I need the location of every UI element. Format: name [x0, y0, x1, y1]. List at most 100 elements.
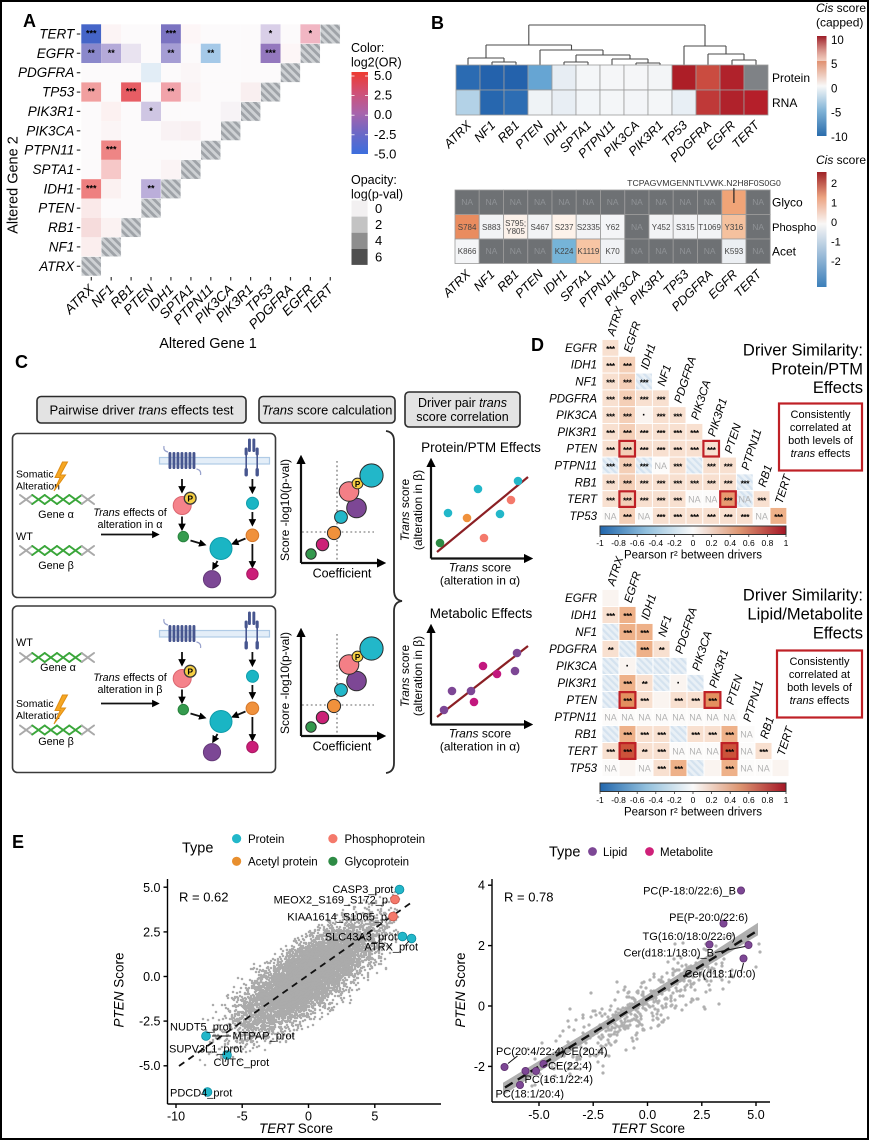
svg-text:***: *** [759, 747, 769, 757]
svg-text:***: *** [606, 378, 616, 388]
svg-text:PIK3R1: PIK3R1 [28, 104, 75, 119]
svg-text:***: *** [640, 395, 650, 405]
svg-text:6: 6 [375, 249, 382, 264]
svg-text:Trans score: Trans score [398, 644, 412, 707]
svg-text:***: *** [673, 428, 683, 438]
svg-text:10: 10 [831, 35, 844, 47]
svg-text:NA: NA [485, 246, 497, 256]
svg-text:Y805: Y805 [506, 227, 525, 236]
svg-text:TERT: TERT [774, 472, 795, 505]
svg-text:NA: NA [582, 197, 594, 207]
svg-text:Trans score: Trans score [449, 561, 512, 575]
svg-text:NA: NA [655, 461, 668, 471]
svg-text:Phospho: Phospho [772, 222, 816, 234]
svg-text:Y62: Y62 [605, 223, 620, 232]
svg-text:Effects: Effects [813, 625, 863, 643]
svg-text:Cis score: Cis score [816, 153, 866, 167]
svg-text:***: *** [623, 628, 633, 638]
svg-text:***: *** [623, 378, 633, 388]
svg-text:NA: NA [706, 713, 719, 723]
svg-text:-2.5: -2.5 [374, 127, 396, 142]
svg-text:***: *** [606, 747, 616, 757]
svg-text:D: D [531, 335, 544, 355]
svg-text:***: *** [657, 764, 667, 774]
svg-text:TERT: TERT [731, 266, 765, 300]
svg-text:RB1: RB1 [759, 715, 777, 740]
svg-text:NA: NA [752, 222, 764, 232]
svg-text:Pearson r² between drivers: Pearson r² between drivers [624, 550, 762, 562]
svg-text:**: ** [147, 183, 155, 193]
svg-text:NA: NA [638, 764, 651, 774]
svg-text:S883: S883 [482, 223, 501, 232]
svg-text:S237: S237 [555, 223, 574, 232]
svg-text:**: ** [167, 87, 175, 97]
svg-text:score correlation: score correlation [416, 410, 508, 424]
svg-text:S784: S784 [458, 223, 477, 232]
svg-text:NA: NA [607, 197, 619, 207]
svg-text:Driver Similarity:: Driver Similarity: [743, 587, 863, 605]
svg-text:***: *** [741, 512, 751, 522]
svg-text:NA: NA [740, 747, 753, 757]
svg-text:Protein/PTM: Protein/PTM [771, 361, 863, 379]
svg-text:K866: K866 [458, 247, 477, 256]
svg-text:-0.2: -0.2 [667, 795, 682, 805]
svg-text:***: *** [640, 378, 650, 388]
svg-text:Pearson r² between drivers: Pearson r² between drivers [624, 807, 762, 819]
svg-text:***: *** [690, 512, 700, 522]
svg-text:0: 0 [691, 538, 696, 548]
svg-text:***: *** [774, 512, 784, 522]
svg-text:***: *** [673, 462, 683, 472]
svg-text:***: *** [673, 445, 683, 455]
svg-text:P: P [355, 480, 361, 489]
svg-text:**: ** [88, 87, 96, 97]
svg-text:1: 1 [784, 795, 789, 805]
svg-text:***: *** [640, 462, 650, 472]
svg-text:***: *** [265, 48, 276, 58]
svg-text:Glycoprotein: Glycoprotein [345, 857, 410, 869]
svg-text:NA: NA [689, 747, 702, 757]
svg-text:NF1: NF1 [471, 267, 498, 294]
svg-text:TERT Score: TERT Score [259, 1121, 333, 1136]
svg-text:ATRX: ATRX [605, 304, 626, 338]
svg-text:PTPN11: PTPN11 [742, 679, 767, 723]
svg-text:Trans effects of: Trans effects of [93, 507, 167, 519]
svg-text:1: 1 [784, 538, 789, 548]
svg-text:NA: NA [740, 764, 753, 774]
svg-text:Consistently: Consistently [790, 656, 850, 668]
svg-text:0: 0 [831, 83, 837, 95]
svg-text:PDGFRA: PDGFRA [673, 355, 699, 405]
svg-text:log(p-val): log(p-val) [351, 188, 403, 202]
svg-text:IDH1: IDH1 [639, 342, 659, 371]
svg-text:-0.8: -0.8 [611, 795, 626, 805]
svg-text:5.0: 5.0 [374, 68, 392, 83]
svg-text:***: *** [623, 411, 633, 421]
svg-text:*: * [269, 29, 273, 39]
svg-text:NA: NA [755, 511, 768, 521]
svg-text:NF1: NF1 [657, 614, 675, 638]
svg-text:NA: NA [723, 713, 736, 723]
svg-text:***: *** [623, 462, 633, 472]
svg-text:PTEN: PTEN [38, 201, 74, 216]
svg-text:***: *** [708, 730, 718, 740]
svg-text:RB1: RB1 [757, 464, 775, 489]
svg-text:NA: NA [631, 222, 643, 232]
svg-text:2: 2 [375, 217, 382, 232]
svg-text:IDH1: IDH1 [571, 610, 597, 622]
svg-text:***: *** [606, 479, 616, 489]
svg-text:***: *** [640, 479, 650, 489]
svg-text:0: 0 [831, 217, 837, 229]
svg-text:NA: NA [740, 730, 753, 740]
svg-text:TERT: TERT [729, 117, 763, 151]
svg-text:NA: NA [510, 197, 522, 207]
svg-text:IDH1: IDH1 [44, 181, 75, 196]
svg-text:5: 5 [831, 59, 837, 71]
svg-text:***: *** [166, 29, 177, 39]
svg-text:***: *** [725, 730, 735, 740]
svg-text:-1: -1 [596, 538, 604, 548]
svg-text:NA: NA [655, 246, 667, 256]
svg-text:-0.6: -0.6 [630, 795, 645, 805]
svg-text:-10: -10 [831, 132, 848, 144]
svg-text:NA: NA [752, 197, 764, 207]
svg-text:Alteration: Alteration [16, 711, 60, 722]
svg-text:***: *** [657, 512, 667, 522]
